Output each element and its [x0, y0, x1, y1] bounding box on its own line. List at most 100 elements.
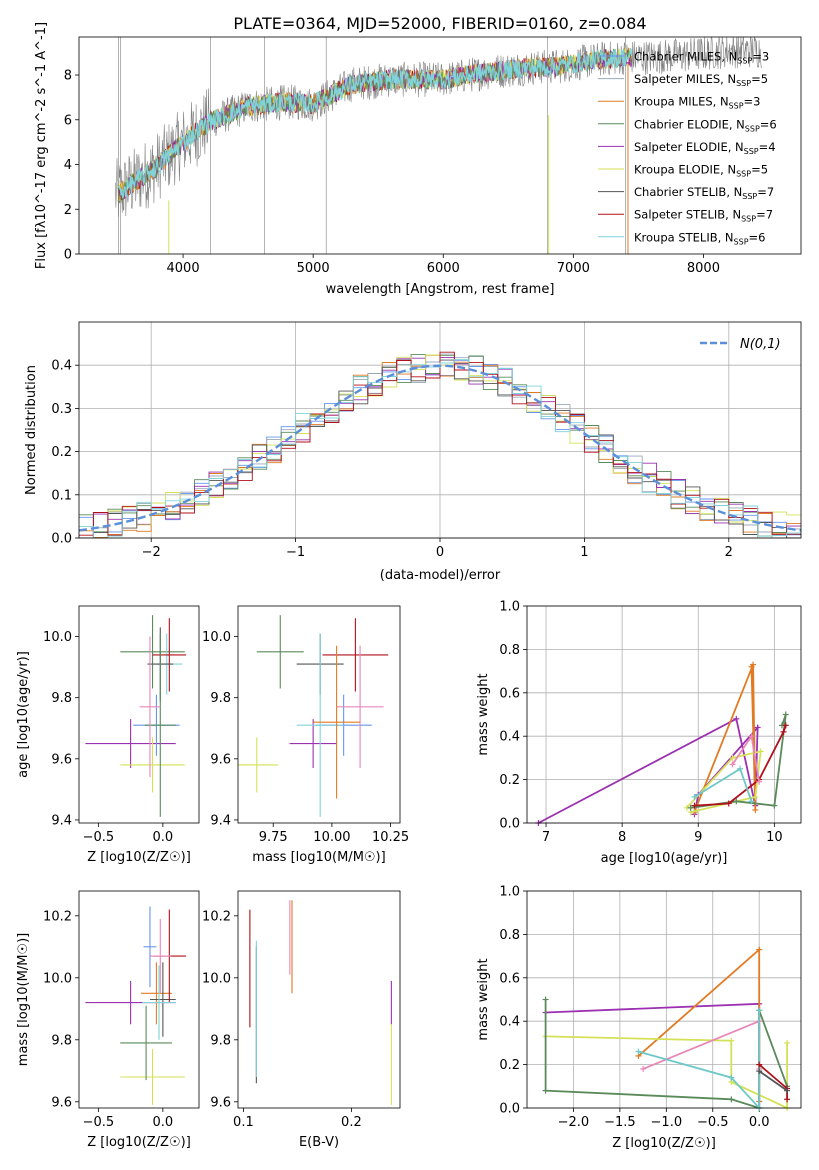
legend-entry: Salpeter STELIB, NSSP=7	[634, 208, 773, 224]
legend-entry: Chabrier ELODIE, NSSP=6	[634, 117, 777, 133]
residual-histogram-panel: −2 −1 0 1 2 0.0 0.1 0.2 0.3 0.4 (data-model)/error…	[24, 321, 802, 583]
mass-weight-vs-metallicity-panel: −2.0 −1.5 −1.0 −0.5 0.0 0.0 0.2 0.4 0.6 0.8 1.0 Z […	[476, 885, 802, 1151]
x-axis-label: age [log10(age/yr)]	[601, 851, 728, 866]
x-axis-label: Z [log10(Z/Z☉)]	[87, 1135, 191, 1150]
x-tick-label: 9.75	[259, 830, 288, 845]
age-vs-metallicity-panel: −0.5 0.0 9.4 9.6 9.8 10.0 Z [log10(Z/Z☉)] age […	[16, 605, 200, 865]
y-tick-label: 10.0	[43, 630, 72, 645]
y-tick-label: 0.2	[51, 445, 72, 460]
figure-title: PLATE=0364, MJD=52000, FIBERID=0160, z=0…	[233, 14, 646, 33]
y-axis-label: Flux [fλ10^-17 erg cm^-2 s^-1 A^-1]	[34, 22, 49, 269]
x-axis-label: wavelength [Angstrom, rest frame]	[326, 282, 555, 297]
mass-weight-line	[758, 1070, 788, 1092]
y-axis-label: mass [log10(M/M☉)]	[16, 933, 31, 1066]
x-axis-label: (data-model)/error	[380, 568, 501, 583]
gaussian-curve	[78, 364, 802, 532]
x-tick-label: 2	[725, 545, 733, 560]
y-tick-label: 10.2	[202, 909, 231, 924]
x-axis-label: mass [log10(M/M☉)]	[252, 850, 385, 865]
x-tick-label: −0.5	[83, 1115, 115, 1130]
y-tick-label: 10.2	[43, 909, 72, 924]
x-tick-label: 8000	[687, 261, 720, 276]
x-tick-label: −1.5	[604, 1115, 636, 1130]
x-tick-label: 10.00	[313, 830, 350, 845]
y-axis-label: mass weight	[476, 673, 491, 755]
x-tick-label: −1	[286, 545, 305, 560]
x-tick-label: 8	[618, 830, 626, 845]
legend-entry: N(0,1)	[740, 337, 781, 352]
legend-entry: Kroupa MILES, NSSP=3	[634, 95, 760, 111]
x-tick-label: 10	[766, 830, 783, 845]
mass-weight-line	[544, 999, 788, 1110]
y-tick-label: 9.6	[51, 752, 72, 767]
y-tick-label: 0.6	[499, 686, 520, 701]
axes-frame	[78, 605, 200, 824]
axes-frame	[526, 890, 802, 1109]
axes-frame	[78, 36, 802, 255]
y-tick-label: 8	[64, 69, 72, 84]
spectrum-panel: 4000 5000 6000 7000 8000 0 2 4 6 8 wavelength [Ang…	[34, 22, 802, 297]
legend-entry: Kroupa ELODIE, NSSP=5	[634, 163, 768, 179]
y-tick-label: 0.1	[51, 488, 72, 503]
model-spectrum	[117, 49, 632, 199]
x-tick-label: 0.0	[153, 1115, 174, 1130]
axes-frame	[78, 890, 200, 1109]
mass-vs-metallicity-panel: −0.5 0.0 9.6 9.8 10.0 10.2 Z [log10(Z/Z☉)] mass…	[16, 890, 200, 1150]
y-tick-label: 9.4	[210, 813, 231, 828]
x-tick-label: 9	[694, 830, 702, 845]
legend-entry: Kroupa STELIB, NSSP=6	[634, 230, 765, 246]
legend-entry: Salpeter ELODIE, NSSP=4	[634, 140, 776, 156]
mass-weight-line	[693, 767, 753, 802]
y-tick-label: 10.0	[202, 971, 231, 986]
x-tick-label: −0.5	[83, 830, 115, 845]
y-tick-label: 4	[64, 158, 72, 173]
y-tick-label: 0.6	[499, 971, 520, 986]
mass-weight-vs-age-panel: 7 8 9 10 0.0 0.2 0.4 0.6 0.8 1.0 age [log10(age/yr…	[476, 600, 802, 866]
model-spectrum	[117, 48, 633, 199]
y-tick-label: 0.0	[51, 532, 72, 547]
axes-frame	[237, 605, 401, 824]
y-tick-label: 1.0	[499, 600, 520, 615]
x-tick-label: −2.0	[558, 1115, 590, 1130]
x-tick-label: 7	[542, 830, 550, 845]
mass-weight-line	[637, 947, 761, 1102]
y-tick-label: 0.0	[499, 817, 520, 832]
x-tick-label: 0.2	[341, 1115, 362, 1130]
y-tick-label: 1.0	[499, 885, 520, 900]
x-tick-label: 0.1	[233, 1115, 254, 1130]
y-tick-label: 9.6	[51, 1095, 72, 1110]
x-tick-label: 4000	[167, 261, 200, 276]
y-axis-label: age [log10(age/yr)]	[16, 651, 31, 778]
y-tick-label: 0.2	[499, 1058, 520, 1073]
y-tick-label: 9.6	[210, 752, 231, 767]
x-tick-label: 1	[580, 545, 588, 560]
y-tick-label: 9.6	[210, 1095, 231, 1110]
axes-frame	[526, 605, 802, 824]
y-tick-label: 9.4	[51, 813, 72, 828]
x-axis-label: Z [log10(Z/Z☉)]	[87, 850, 191, 865]
y-tick-label: 10.0	[43, 971, 72, 986]
y-tick-label: 0.8	[499, 643, 520, 658]
y-axis-label: mass weight	[476, 958, 491, 1040]
y-tick-label: 0.4	[499, 730, 520, 745]
y-tick-label: 0.4	[499, 1015, 520, 1030]
y-tick-label: 9.8	[210, 691, 231, 706]
y-tick-label: 6	[64, 113, 72, 128]
y-tick-label: 2	[64, 203, 72, 218]
axes-frame	[78, 321, 802, 539]
y-tick-label: 9.8	[51, 691, 72, 706]
mass-weight-line	[693, 664, 757, 813]
x-tick-label: 0.0	[153, 830, 174, 845]
x-tick-label: −1.0	[651, 1115, 683, 1130]
age-vs-mass-panel: 9.75 10.00 10.25 9.4 9.6 9.8 10.0 mass [log10(M…	[202, 605, 409, 865]
mass-weight-line	[758, 1063, 788, 1100]
legend-entry: Chabrier MILES, NSSP=3	[634, 50, 769, 66]
x-axis-label: E(B-V)	[299, 1135, 339, 1150]
x-tick-label: −2	[142, 545, 161, 560]
x-tick-label: 10.25	[372, 830, 409, 845]
mass-weight-line	[642, 1019, 761, 1070]
mass-vs-ebv-panel: 0.1 0.2 9.6 9.8 10.0 10.2 E(B-V)	[202, 890, 401, 1150]
axes-frame	[237, 890, 401, 1109]
legend-entry: Chabrier STELIB, NSSP=7	[634, 185, 774, 201]
